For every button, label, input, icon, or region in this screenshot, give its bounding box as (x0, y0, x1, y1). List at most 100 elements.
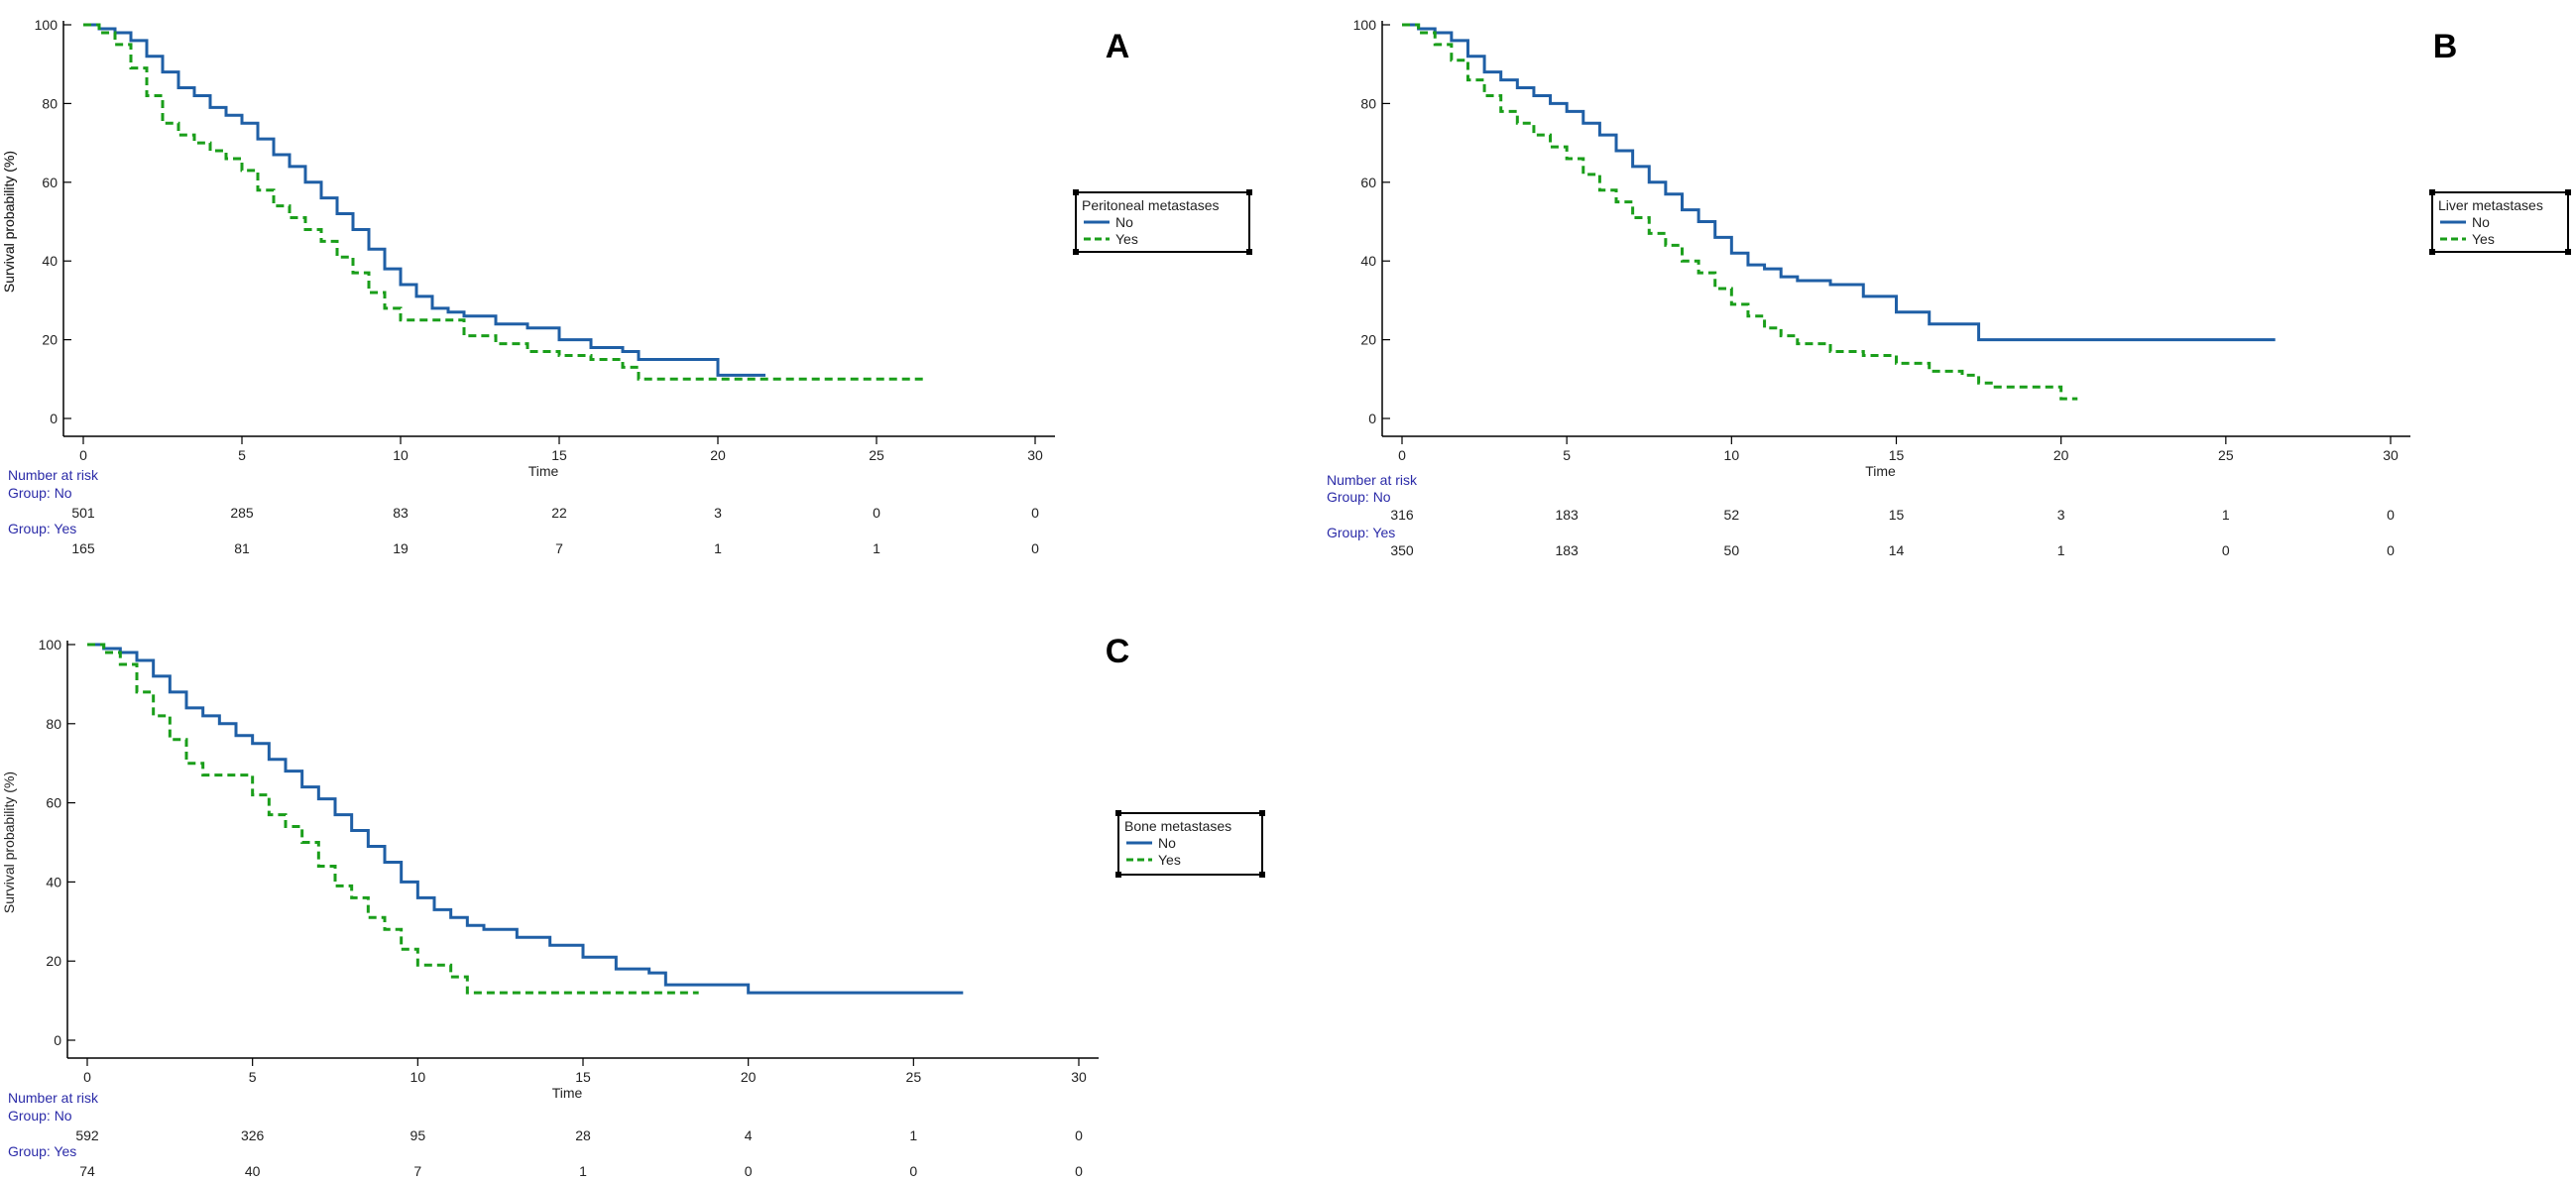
risk-count: 183 (1555, 542, 1579, 558)
legend-title: Liver metastases (2438, 197, 2543, 213)
legend-entry-yes: Yes (1115, 231, 1138, 247)
risk-count: 74 (79, 1163, 95, 1179)
risk-count: 1 (714, 540, 722, 556)
x-tick-label: 30 (1071, 1069, 1087, 1085)
y-tick-label: 100 (35, 17, 59, 33)
x-tick-label: 10 (393, 447, 409, 463)
risk-count: 0 (1031, 540, 1039, 556)
legend-entry-yes: Yes (2472, 231, 2495, 247)
risk-group-label: Group: No (8, 1108, 72, 1124)
legend-corner-handle (1246, 189, 1252, 195)
risk-count: 7 (555, 540, 563, 556)
risk-count: 285 (230, 505, 254, 521)
x-tick-label: 20 (710, 447, 726, 463)
y-tick-label: 40 (46, 874, 61, 889)
risk-count: 1 (2057, 542, 2065, 558)
legend-entry-yes: Yes (1158, 852, 1181, 868)
panel-letter: C (1106, 633, 1130, 670)
risk-count: 50 (1724, 542, 1740, 558)
risk-count: 14 (1889, 542, 1905, 558)
y-tick-label: 60 (42, 175, 58, 190)
risk-group-label: Group: Yes (1327, 525, 1395, 540)
risk-count: 501 (71, 505, 95, 521)
risk-table-title: Number at risk (1327, 472, 1418, 488)
series-line-no (1402, 23, 2276, 342)
x-axis-title: Time (1865, 463, 1896, 479)
y-tick-label: 80 (42, 95, 58, 111)
y-tick-label: 0 (54, 1032, 61, 1048)
x-tick-label: 10 (1724, 447, 1740, 463)
x-axis-title: Time (528, 463, 559, 479)
risk-count: 0 (1031, 505, 1039, 521)
legend-corner-handle (1246, 249, 1252, 255)
x-tick-label: 20 (741, 1069, 757, 1085)
x-tick-label: 5 (1563, 447, 1571, 463)
panel-letter: B (2433, 28, 2458, 65)
y-tick-label: 80 (46, 716, 61, 732)
legend-corner-handle (2429, 189, 2435, 195)
risk-count: 350 (1390, 542, 1414, 558)
y-axis-title: Survival probability (%) (1, 151, 17, 293)
risk-count: 3 (714, 505, 722, 521)
risk-count: 81 (234, 540, 250, 556)
risk-group-label: Group: No (1327, 489, 1391, 505)
legend-corner-handle (2565, 189, 2571, 195)
x-tick-label: 15 (551, 447, 567, 463)
legend-title: Peritoneal metastases (1082, 197, 1220, 213)
risk-count: 183 (1555, 507, 1579, 523)
x-tick-label: 15 (1889, 447, 1905, 463)
risk-count: 22 (551, 505, 567, 521)
x-tick-label: 25 (906, 1069, 922, 1085)
series-line-no (83, 23, 765, 377)
risk-count: 316 (1390, 507, 1414, 523)
x-tick-label: 0 (1398, 447, 1406, 463)
series-line-yes (83, 23, 924, 381)
risk-table-title: Number at risk (8, 467, 99, 483)
y-tick-label: 20 (1360, 332, 1376, 348)
y-tick-label: 100 (1353, 17, 1377, 33)
legend-corner-handle (1259, 810, 1265, 816)
legend-box (1075, 191, 1250, 253)
panel-letter: A (1106, 28, 1130, 65)
x-tick-label: 25 (2218, 447, 2234, 463)
risk-count: 592 (75, 1127, 99, 1143)
y-tick-label: 20 (46, 953, 61, 969)
legend-title: Bone metastases (1124, 818, 1231, 834)
risk-count: 0 (2222, 542, 2230, 558)
risk-count: 0 (2387, 507, 2395, 523)
series-line-yes (87, 643, 699, 995)
y-tick-label: 0 (1368, 411, 1376, 426)
x-tick-label: 5 (238, 447, 246, 463)
legend-corner-handle (1073, 249, 1079, 255)
legend-corner-handle (2429, 249, 2435, 255)
legend-corner-handle (1073, 189, 1079, 195)
x-tick-label: 15 (575, 1069, 591, 1085)
x-tick-label: 30 (2383, 447, 2399, 463)
risk-count: 0 (2387, 542, 2395, 558)
y-axis-title: Survival probability (%) (1, 151, 17, 293)
risk-count: 326 (241, 1127, 265, 1143)
legend-corner-handle (1115, 872, 1121, 878)
x-tick-label: 25 (869, 447, 884, 463)
y-tick-label: 40 (1360, 253, 1376, 269)
x-tick-label: 30 (1027, 447, 1043, 463)
risk-count: 0 (873, 505, 880, 521)
x-tick-label: 0 (79, 447, 87, 463)
risk-count: 15 (1889, 507, 1905, 523)
risk-count: 19 (393, 540, 409, 556)
x-tick-label: 20 (2053, 447, 2069, 463)
y-tick-label: 60 (1360, 175, 1376, 190)
risk-count: 52 (1724, 507, 1740, 523)
risk-table: Number at risk Group: No 501 285 83 22 3 0 0 Grou… (8, 467, 1039, 556)
risk-count: 7 (413, 1163, 421, 1179)
risk-group-label: Group: Yes (8, 521, 76, 536)
series-line-no (87, 643, 964, 995)
